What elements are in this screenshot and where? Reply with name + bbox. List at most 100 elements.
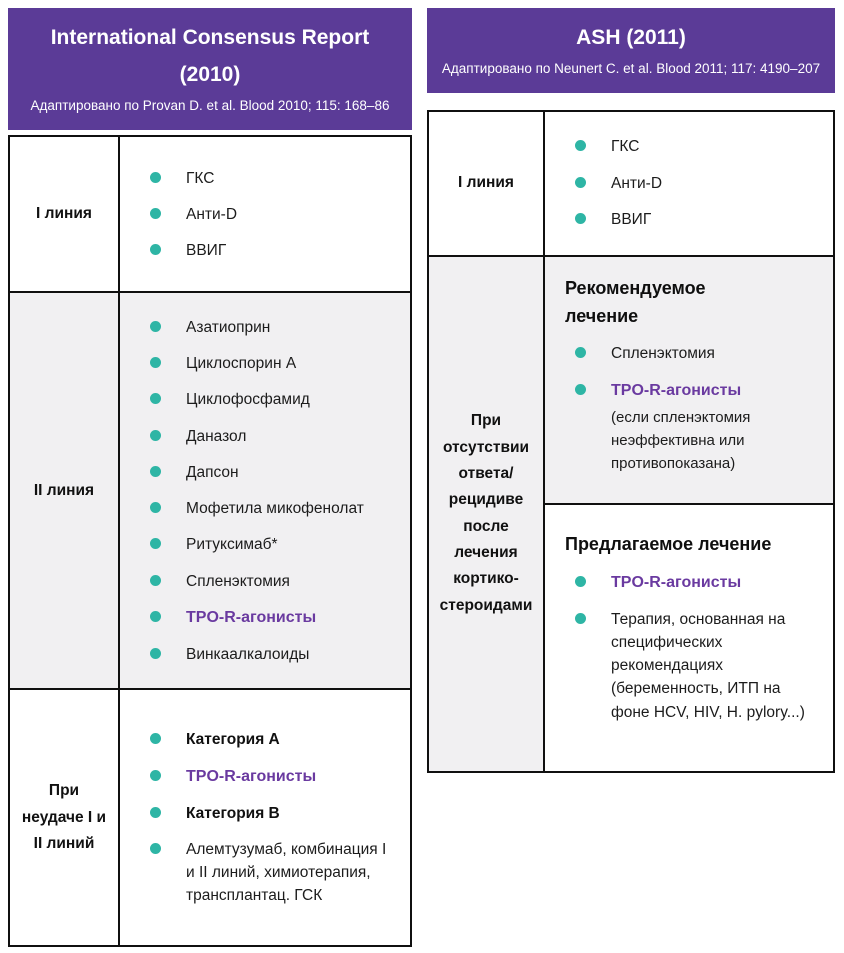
item-note: (если спленэктомия неэффективна или прот… — [611, 408, 751, 473]
list-item: Спленэктомия — [140, 570, 396, 593]
bullet-dot-icon — [150, 647, 161, 659]
bullet-dot-icon — [150, 733, 161, 745]
left-row-after-failure: При неудаче I и II линий Категория А TPO… — [10, 688, 410, 946]
item-text: Категория А — [186, 731, 280, 749]
bullet-dot-icon — [150, 429, 161, 441]
left-table: I линия ГКС Анти-D ВВИГ — [8, 135, 412, 948]
item-text: TPO-R-агонисты — [611, 381, 742, 399]
item-text: TPO-R-агонисты — [186, 608, 317, 626]
right-title: ASH (2011) — [576, 26, 686, 49]
bullet-dot-icon — [150, 171, 161, 183]
item-text-block: TPO-R-агонисты (если спленэктомия неэффе… — [611, 379, 819, 476]
list-item-tpo-r-agonists: TPO-R-агонисты (если спленэктомия неэффе… — [565, 379, 819, 476]
left-row1-content: ГКС Анти-D ВВИГ — [120, 137, 410, 291]
right-row-no-response: При отсутствии ответа/ рецидиве после ле… — [429, 254, 833, 771]
left-row1-label: I линия — [10, 137, 120, 292]
list-item: Анти-D — [140, 203, 396, 226]
bullet-dot-icon — [150, 502, 161, 514]
bullet-dot-icon — [575, 212, 586, 224]
bullet-dot-icon — [150, 610, 161, 622]
list-item: Терапия, основанная на специфических рек… — [565, 608, 819, 724]
item-text: Анти-D — [186, 205, 238, 223]
item-text: Мофетила микофенолат — [186, 500, 364, 518]
list-item: Алемтузумаб, комбинация I и II линий, хи… — [140, 838, 396, 908]
list-item: Дапсон — [140, 461, 396, 484]
bullet-dot-icon — [150, 538, 161, 550]
left-row3-label: При неудаче I и II линий — [10, 690, 120, 946]
list-item: Азатиоприн — [140, 316, 396, 339]
item-text: Ритуксимаб* — [186, 536, 278, 554]
list-item: Циклоспорин А — [140, 352, 396, 375]
bullet-dot-icon — [150, 207, 161, 219]
left-title-line2: (2010) — [179, 62, 241, 86]
left-row-second-line: II линия Азатиоприн Циклоспорин А Циклоф… — [10, 291, 410, 689]
left-row2-content: Азатиоприн Циклоспорин А Циклофосфамид Д… — [120, 293, 410, 688]
list-item: ГКС — [140, 167, 396, 190]
list-item: ВВИГ — [140, 239, 396, 262]
item-text: ГКС — [611, 138, 640, 156]
list-item: Винкаалкалоиды — [140, 643, 396, 666]
item-text: Спленэктомия — [186, 572, 290, 590]
right-row1-content: ГКС Анти-D ВВИГ — [545, 112, 833, 255]
bullet-dot-icon — [575, 140, 586, 152]
right-row1-label: I линия — [429, 111, 545, 255]
list-item: Даназол — [140, 425, 396, 448]
item-text: Анти-D — [611, 174, 663, 192]
bullet-dot-icon — [150, 393, 161, 405]
right-row2-content: Рекомендуемое лечение Спленэктомия TPO-R… — [545, 256, 833, 771]
list-item-category-a: Категория А — [140, 728, 396, 751]
bullet-dot-icon — [150, 357, 161, 369]
bullet-dot-icon — [575, 383, 586, 395]
bullet-dot-icon — [150, 842, 161, 854]
left-title-line1: International Consensus Report — [50, 26, 370, 49]
recommended-treatment-heading: Рекомендуемое лечение — [565, 277, 706, 326]
item-text: ГКС — [186, 169, 215, 187]
bullet-dot-icon — [150, 806, 161, 818]
list-item-tpo-r-agonists: TPO-R-агонисты — [140, 606, 396, 630]
right-row-first-line: I линия ГКС Анти-D ВВИГ — [429, 111, 833, 255]
item-text: TPO-R-агонисты — [611, 573, 742, 591]
list-item: ГКС — [565, 135, 819, 158]
right-header: ASH (2011) Адаптировано по Neunert C. et… — [427, 8, 835, 93]
bullet-dot-icon — [150, 574, 161, 586]
item-text: Спленэктомия — [611, 345, 715, 363]
list-item: Циклофосфамид — [140, 388, 396, 411]
item-text: Циклофосфамид — [186, 391, 310, 409]
suggested-treatment-heading: Предлагаемое лечение — [565, 533, 772, 554]
list-item: Мофетила микофенолат — [140, 497, 396, 520]
list-item: Ритуксимаб* — [140, 533, 396, 556]
list-item-tpo-r-agonists: TPO-R-агонисты — [565, 571, 819, 595]
item-text: ВВИГ — [611, 210, 652, 228]
item-text: Терапия, основанная на специфических рек… — [611, 610, 805, 721]
item-text: ВВИГ — [186, 242, 227, 260]
list-item: Спленэктомия — [565, 342, 819, 365]
list-item-tpo-r-agonists: TPO-R-агонисты — [140, 765, 396, 789]
item-text: Дапсон — [186, 463, 239, 481]
bullet-dot-icon — [575, 575, 586, 587]
list-item-category-b: Категория В — [140, 802, 396, 825]
bullet-dot-icon — [150, 769, 161, 781]
item-text: Азатиоприн — [186, 318, 271, 336]
item-text: Винкаалкалоиды — [186, 645, 310, 663]
right-row2-label: При отсутствии ответа/ рецидиве после ле… — [429, 256, 545, 771]
right-table: I линия ГКС Анти-D ВВИГ — [427, 109, 835, 773]
left-row2-label: II линия — [10, 293, 120, 689]
bullet-dot-icon — [575, 612, 586, 624]
bullet-dot-icon — [575, 347, 586, 359]
left-panel: International Consensus Report (2010) Ад… — [8, 8, 412, 948]
recommended-treatment-section: Рекомендуемое лечение Спленэктомия TPO-R… — [545, 256, 833, 505]
bullet-dot-icon — [150, 320, 161, 332]
left-row3-content: Категория А TPO-R-агонисты Категория В А… — [120, 690, 410, 945]
item-text: Даназол — [186, 427, 247, 445]
right-subtitle: Адаптировано по Neunert C. et al. Blood … — [441, 60, 821, 76]
item-text: Алемтузумаб, комбинация I и II линий, хи… — [186, 840, 387, 905]
left-row-first-line: I линия ГКС Анти-D ВВИГ — [10, 137, 410, 292]
item-text: Категория В — [186, 804, 280, 822]
list-item: ВВИГ — [565, 208, 819, 231]
suggested-treatment-section: Предлагаемое лечение TPO-R-агонисты Тера… — [545, 505, 833, 771]
right-panel: ASH (2011) Адаптировано по Neunert C. et… — [427, 8, 835, 773]
bullet-dot-icon — [575, 176, 586, 188]
left-subtitle: Адаптировано по Provan D. et al. Blood 2… — [30, 97, 390, 113]
list-item: Анти-D — [565, 172, 819, 195]
